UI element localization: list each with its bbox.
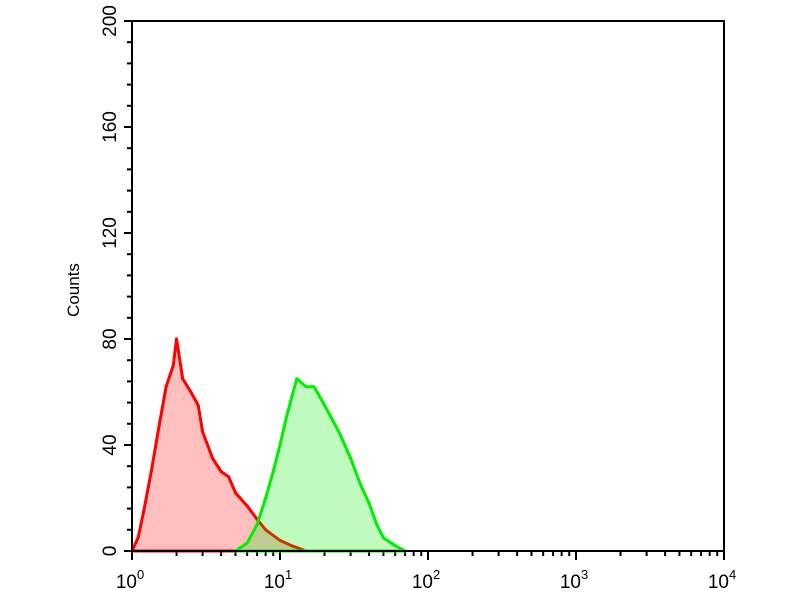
x-tick-label: 102	[412, 567, 440, 593]
series-1-point	[136, 536, 140, 540]
series-2-point	[295, 377, 299, 381]
y-tick-label: 0	[100, 546, 121, 557]
x-tick-exponent: 3	[581, 567, 588, 582]
x-tick-label: 100	[116, 567, 144, 593]
series-1-point	[201, 430, 205, 434]
series-2-point	[323, 403, 327, 407]
series-2-point	[304, 385, 308, 389]
series-2-point	[381, 536, 385, 540]
series-2-point	[312, 385, 316, 389]
series-2-point	[367, 501, 371, 505]
series-2-point	[264, 496, 268, 500]
y-tick-label: 120	[100, 217, 121, 249]
x-tick-base: 10	[412, 572, 433, 593]
series-2-point	[271, 470, 275, 473]
series-2-point	[337, 430, 341, 434]
series-1-point	[181, 377, 185, 381]
x-tick-exponent: 4	[729, 567, 736, 582]
series-1-point	[196, 403, 200, 407]
x-tick-base: 10	[116, 572, 137, 593]
series-1-point	[149, 470, 153, 473]
series-1-point	[164, 385, 168, 389]
series-1-point	[278, 538, 282, 542]
x-tick-label: 104	[708, 567, 736, 593]
x-tick-exponent: 1	[285, 567, 292, 582]
series-2-point	[290, 395, 294, 399]
series-2-point	[349, 456, 353, 460]
y-tick-label: 80	[100, 328, 121, 349]
series-1-point	[156, 430, 160, 434]
series-1-point	[264, 528, 268, 532]
series-2-point	[278, 443, 282, 447]
series-1-point	[211, 456, 215, 460]
series-1-point	[290, 544, 294, 548]
series-group	[130, 337, 407, 553]
x-tick-label: 103	[560, 567, 588, 593]
series-2-histogram	[233, 377, 407, 553]
series-1-point	[175, 337, 179, 341]
x-tick-exponent: 2	[433, 567, 440, 582]
series-1-point	[245, 504, 249, 508]
series-1-point	[171, 364, 175, 367]
x-tick-base: 10	[560, 572, 581, 593]
series-2-point	[284, 417, 288, 420]
series-2-point	[393, 544, 397, 548]
series-2-point	[359, 483, 363, 487]
x-tick-base: 10	[708, 572, 729, 593]
y-tick-label: 160	[100, 111, 121, 143]
series-1-point	[142, 509, 146, 513]
y-tick-label: 40	[100, 434, 121, 455]
y-tick-label: 200	[100, 5, 121, 37]
x-tick-base: 10	[264, 572, 285, 593]
series-1-point	[227, 475, 231, 479]
series-2-point	[255, 523, 259, 526]
series-1-point	[233, 491, 237, 495]
y-axis-title: Counts	[64, 263, 83, 317]
series-1-point	[219, 470, 223, 473]
series-2-point	[375, 523, 379, 526]
series-2-point	[245, 541, 249, 545]
plot-frame	[131, 20, 725, 552]
series-1-point	[189, 390, 193, 394]
x-tick-exponent: 0	[137, 567, 144, 582]
x-tick-label: 101	[264, 567, 292, 593]
